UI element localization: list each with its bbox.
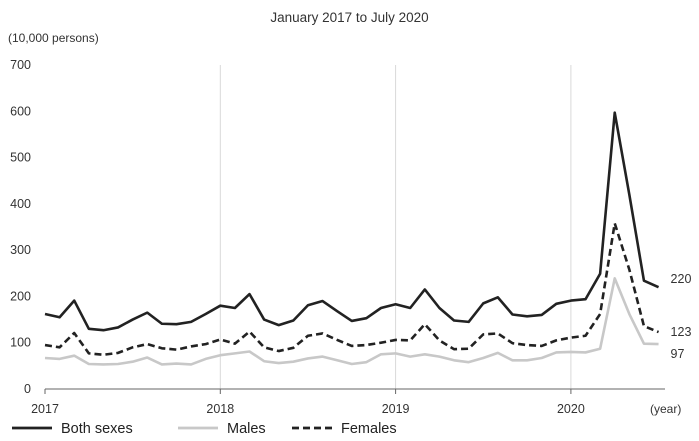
legend: Both sexes Males Females bbox=[12, 421, 397, 437]
y-tick-label: 600 bbox=[10, 104, 31, 118]
legend-label: Females bbox=[341, 421, 397, 437]
end-label-both-sexes: 220 bbox=[671, 272, 692, 286]
y-axis-ticks: 0 100 200 300 400 500 600 700 bbox=[10, 58, 31, 396]
legend-label: Both sexes bbox=[61, 421, 133, 437]
x-axis-ticks: 2017 2018 2019 2020 bbox=[31, 389, 585, 416]
vertical-gridlines bbox=[219, 65, 572, 389]
x-tick-label: 2018 bbox=[206, 402, 234, 416]
y-axis-unit-label: (10,000 persons) bbox=[8, 31, 99, 45]
chart-title: January 2017 to July 2020 bbox=[270, 10, 428, 25]
legend-label: Males bbox=[227, 421, 266, 437]
end-label-females: 123 bbox=[671, 325, 692, 339]
y-tick-label: 100 bbox=[10, 336, 31, 350]
y-tick-label: 0 bbox=[24, 382, 31, 396]
y-tick-label: 700 bbox=[10, 58, 31, 72]
series-line-both-sexes bbox=[44, 111, 660, 332]
series-line-females bbox=[44, 222, 660, 357]
series-lines bbox=[44, 111, 660, 366]
x-tick-label: 2019 bbox=[382, 402, 410, 416]
x-tick-label: 2020 bbox=[557, 402, 585, 416]
series-end-labels: 220 97 123 bbox=[671, 272, 692, 361]
series-line-males bbox=[44, 277, 659, 366]
y-tick-label: 500 bbox=[10, 151, 31, 165]
y-tick-label: 400 bbox=[10, 197, 31, 211]
y-tick-label: 300 bbox=[10, 243, 31, 257]
y-tick-label: 200 bbox=[10, 289, 31, 303]
x-tick-label: 2017 bbox=[31, 402, 59, 416]
x-axis-unit-label: (year) bbox=[650, 402, 681, 416]
end-label-males: 97 bbox=[671, 347, 685, 361]
